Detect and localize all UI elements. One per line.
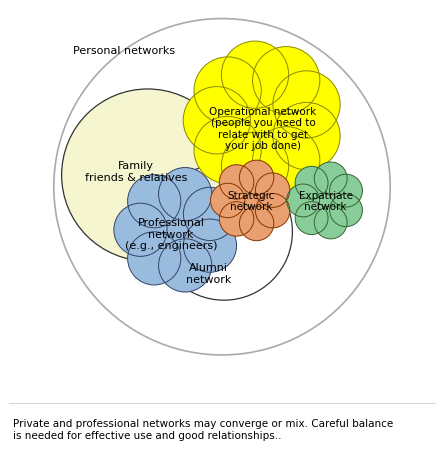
Text: Family
friends & relatives: Family friends & relatives [85, 161, 187, 182]
Circle shape [273, 72, 340, 139]
Text: Operational network
(people you need to
relate with to get
your job done): Operational network (people you need to … [210, 107, 317, 151]
Circle shape [183, 188, 237, 241]
Text: Private and professional networks may converge or mix. Careful balance
is needed: Private and professional networks may co… [13, 418, 393, 440]
Text: Professional
network
(e.g., engineers): Professional network (e.g., engineers) [125, 218, 218, 251]
Text: Strategic
network: Strategic network [228, 190, 275, 212]
Text: Expatriate
network: Expatriate network [299, 190, 353, 212]
Circle shape [226, 175, 277, 227]
Circle shape [219, 165, 254, 200]
Circle shape [295, 167, 328, 200]
Circle shape [183, 219, 237, 273]
Circle shape [329, 194, 362, 227]
Circle shape [255, 194, 290, 228]
Circle shape [213, 70, 313, 171]
Circle shape [287, 185, 320, 218]
Circle shape [114, 204, 167, 257]
Circle shape [222, 133, 289, 200]
Circle shape [137, 190, 217, 270]
Circle shape [255, 174, 290, 208]
Circle shape [301, 177, 350, 226]
Circle shape [329, 175, 362, 208]
Circle shape [62, 90, 234, 261]
Circle shape [127, 175, 181, 228]
Circle shape [219, 202, 254, 237]
Circle shape [314, 207, 347, 239]
Text: Personal networks: Personal networks [73, 46, 175, 56]
Circle shape [253, 48, 320, 115]
Circle shape [210, 184, 245, 218]
Circle shape [295, 202, 328, 235]
Circle shape [314, 163, 347, 196]
Circle shape [127, 232, 181, 286]
Circle shape [239, 207, 274, 241]
Circle shape [183, 88, 250, 155]
Circle shape [194, 117, 261, 184]
Circle shape [239, 161, 274, 195]
Circle shape [159, 168, 212, 221]
Circle shape [222, 42, 289, 109]
Circle shape [253, 128, 320, 195]
Circle shape [273, 103, 340, 170]
Text: Alumni
network: Alumni network [186, 262, 231, 284]
Circle shape [159, 239, 212, 292]
Circle shape [194, 58, 261, 125]
